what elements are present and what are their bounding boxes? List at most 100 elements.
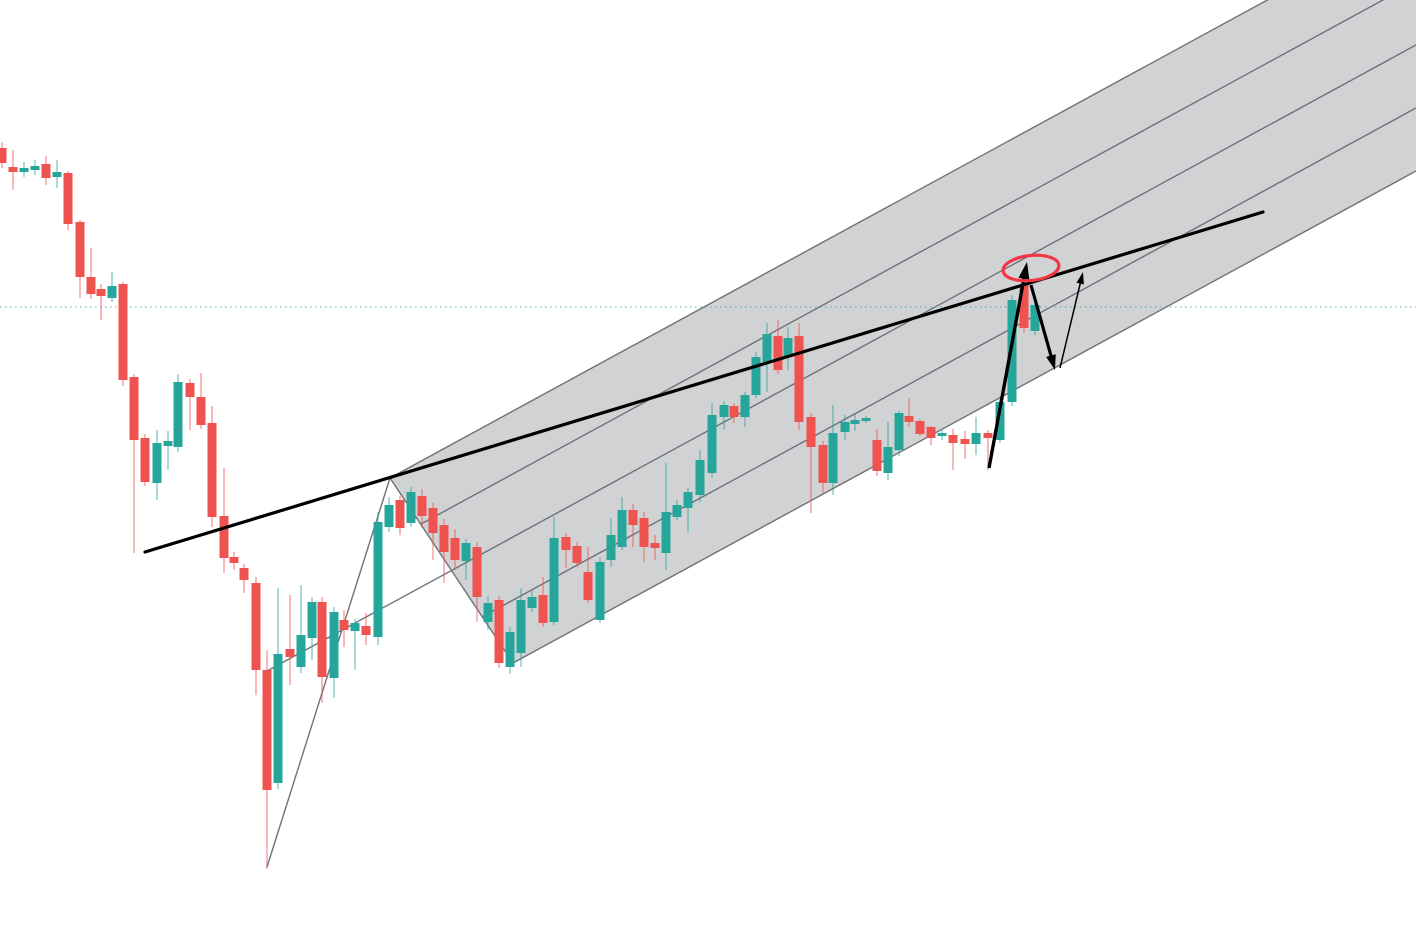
candle-up — [683, 488, 693, 532]
candle-down — [904, 398, 914, 427]
candle-body — [650, 543, 660, 548]
candle-up — [695, 450, 705, 502]
candle-down — [428, 503, 438, 560]
candle-body — [915, 421, 925, 434]
candle-down — [450, 529, 460, 570]
candle-up — [617, 497, 627, 550]
candle-down — [472, 542, 482, 622]
candle-body — [163, 441, 173, 446]
candle-body — [373, 522, 383, 637]
candle-body — [185, 383, 195, 397]
candle-down — [118, 282, 128, 386]
pitchfork-line-upper-quartile[interactable] — [420, 0, 1416, 525]
candle-body — [937, 433, 947, 436]
candle-body — [516, 600, 526, 653]
candle-down — [572, 542, 582, 567]
candle-body — [751, 357, 761, 395]
pitchfork-line-lower-tine[interactable] — [512, 170, 1416, 664]
candle-body — [152, 443, 162, 483]
candle-down — [561, 533, 571, 568]
candle-up — [52, 160, 62, 188]
pullback-down-arrow-shaft — [1029, 284, 1054, 358]
candle-body — [983, 433, 993, 438]
candle-body — [229, 557, 239, 563]
candle-down — [239, 564, 249, 593]
candle-down — [75, 220, 85, 298]
candle-up — [30, 160, 40, 175]
candle-up — [296, 585, 306, 673]
candle-body — [606, 535, 616, 560]
candle-body — [273, 654, 283, 783]
candle-body — [472, 547, 482, 597]
impulse-up-arrow-shaft — [987, 276, 1026, 469]
candle-down — [628, 504, 638, 547]
candle-body — [904, 416, 914, 422]
candle-body — [1030, 305, 1040, 331]
candle-up — [307, 597, 317, 660]
pitchfork-line-upper-tine[interactable] — [389, 0, 1416, 479]
candle-down — [794, 323, 804, 430]
candle-body — [107, 286, 117, 298]
candle-body — [8, 167, 18, 172]
candle-up — [461, 539, 471, 580]
candle-up — [406, 487, 416, 527]
candle-up — [373, 512, 383, 645]
candle-body — [406, 492, 416, 523]
candle-body — [494, 600, 504, 663]
candle-body — [329, 612, 339, 678]
candle-down — [0, 142, 7, 168]
ellipse-annotation-layer[interactable] — [1001, 253, 1061, 284]
candle-body — [740, 395, 750, 417]
candle-body — [86, 277, 96, 294]
candle-up — [672, 500, 682, 520]
candle-up — [163, 431, 173, 470]
candle-body — [483, 603, 493, 622]
candle-down — [872, 429, 882, 476]
candle-up — [152, 430, 162, 500]
candle-up — [483, 596, 493, 630]
candle-up — [883, 422, 893, 480]
candles-layer — [0, 142, 1040, 869]
candle-up — [707, 403, 717, 478]
candle-up — [527, 591, 537, 612]
impulse-up-arrow[interactable] — [987, 262, 1030, 469]
candle-body — [307, 602, 317, 638]
candle-down — [538, 577, 548, 627]
candle-down — [417, 489, 427, 528]
candle-body — [19, 168, 29, 172]
candle-body — [971, 433, 981, 444]
candle-body — [75, 222, 85, 277]
projection-up-arrow[interactable] — [1059, 272, 1084, 369]
candle-up — [783, 327, 793, 370]
candle-body — [995, 402, 1005, 440]
pitchfork-line-handle[interactable] — [266, 477, 391, 868]
candle-body — [894, 413, 904, 450]
red-ellipse-annotation[interactable] — [1001, 253, 1061, 284]
candle-down — [185, 379, 195, 430]
impulse-up-arrow-head — [1018, 262, 1030, 280]
trendline-layer[interactable] — [143, 210, 1265, 554]
pitchfork-lines[interactable] — [266, 0, 1416, 868]
candle-body — [850, 420, 860, 424]
arrows-layer[interactable] — [987, 262, 1084, 469]
candle-body — [0, 148, 7, 163]
candle-body — [30, 166, 40, 170]
pitchfork-fill-polygon[interactable] — [390, 0, 1416, 663]
pitchfork-line-lower-quartile[interactable] — [481, 107, 1416, 618]
pitchfork-channel-fill[interactable] — [390, 0, 1416, 663]
pitchfork-line-median[interactable] — [266, 44, 1416, 672]
candle-body — [538, 595, 548, 623]
pullback-down-arrow-head — [1046, 354, 1056, 370]
candle-down — [494, 596, 504, 668]
candle-body — [948, 435, 958, 443]
candle-up — [740, 392, 750, 427]
candle-down — [439, 519, 449, 583]
candle-body — [285, 649, 295, 657]
candle-body — [583, 572, 593, 600]
candle-down — [361, 613, 371, 645]
trendline[interactable] — [143, 210, 1265, 554]
pullback-down-arrow[interactable] — [1029, 284, 1056, 370]
candle-body — [439, 525, 449, 552]
